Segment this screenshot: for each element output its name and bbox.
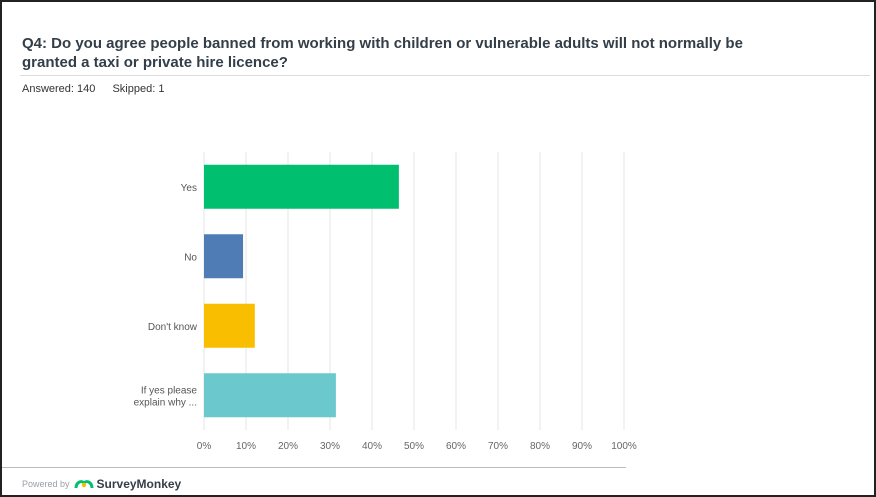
- x-tick-label: 70%: [488, 441, 508, 452]
- x-tick-label: 100%: [611, 441, 637, 452]
- chart-divider: [2, 467, 626, 468]
- bar: [204, 164, 399, 209]
- brand-name: SurveyMonkey: [96, 477, 182, 491]
- x-tick-label: 80%: [530, 441, 550, 452]
- x-tick-label: 0%: [197, 441, 212, 452]
- x-tick-label: 20%: [278, 441, 298, 452]
- response-stats: Answered: 140 Skipped: 1: [22, 83, 178, 95]
- category-label: No: [184, 252, 197, 263]
- question-title: Q4: Do you agree people banned from work…: [22, 35, 743, 71]
- x-tick-label: 40%: [362, 441, 382, 452]
- skipped-count: Skipped: 1: [112, 83, 165, 95]
- category-label: explain why ...: [134, 397, 197, 408]
- powered-by-label: Powered by: [22, 479, 70, 489]
- category-label: If yes please: [141, 385, 198, 396]
- bar: [204, 234, 244, 279]
- bar: [204, 373, 336, 418]
- x-tick-label: 50%: [404, 441, 424, 452]
- category-label: Don't know: [148, 322, 198, 333]
- surveymonkey-brand[interactable]: SurveyMonkey: [74, 477, 182, 491]
- x-tick-label: 90%: [572, 441, 592, 452]
- bar: [204, 303, 255, 348]
- answered-count: Answered: 140: [22, 83, 96, 95]
- category-label: Yes: [181, 183, 197, 194]
- divider: [20, 75, 870, 76]
- x-tick-label: 10%: [236, 441, 256, 452]
- footer: Powered by SurveyMonkey: [22, 477, 181, 491]
- x-tick-label: 30%: [320, 441, 340, 452]
- x-tick-label: 60%: [446, 441, 466, 452]
- surveymonkey-logo-icon: [74, 480, 94, 489]
